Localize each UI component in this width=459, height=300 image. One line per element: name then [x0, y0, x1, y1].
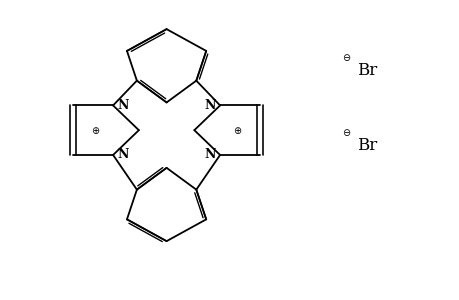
Text: N: N	[117, 99, 128, 112]
Text: N: N	[117, 148, 128, 161]
Text: Br: Br	[356, 62, 376, 79]
Text: Br: Br	[356, 136, 376, 154]
Text: $\ominus$: $\ominus$	[341, 52, 351, 63]
Text: N: N	[204, 148, 216, 161]
Text: $\ominus$: $\ominus$	[341, 127, 351, 138]
Text: N: N	[204, 99, 216, 112]
Text: $\oplus$: $\oplus$	[90, 125, 100, 136]
Text: $\oplus$: $\oplus$	[233, 125, 242, 136]
